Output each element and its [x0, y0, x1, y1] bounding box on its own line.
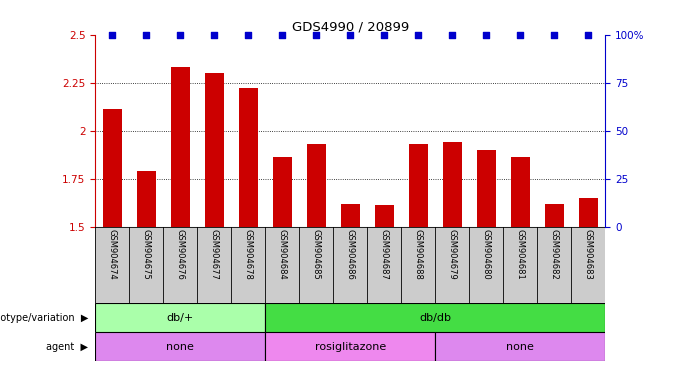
- Point: [311, 31, 322, 38]
- Text: genotype/variation  ▶: genotype/variation ▶: [0, 313, 88, 323]
- Bar: [265, 332, 435, 361]
- Text: GSM904681: GSM904681: [515, 229, 525, 280]
- Bar: [435, 332, 605, 361]
- Title: GDS4990 / 20899: GDS4990 / 20899: [292, 20, 409, 33]
- Bar: [137, 171, 156, 227]
- Text: none: none: [507, 341, 534, 352]
- Bar: [579, 198, 598, 227]
- Text: GSM904685: GSM904685: [311, 229, 321, 280]
- Bar: [239, 88, 258, 227]
- Point: [379, 31, 390, 38]
- Point: [107, 31, 118, 38]
- Bar: [273, 157, 292, 227]
- Text: GSM904678: GSM904678: [243, 229, 253, 280]
- Bar: [265, 303, 605, 332]
- Text: agent  ▶: agent ▶: [46, 341, 88, 352]
- Bar: [375, 205, 394, 227]
- Text: none: none: [167, 341, 194, 352]
- Text: GSM904674: GSM904674: [107, 229, 117, 280]
- Text: GSM904688: GSM904688: [413, 229, 423, 280]
- Point: [413, 31, 424, 38]
- Bar: [409, 144, 428, 227]
- Bar: [545, 204, 564, 227]
- Point: [583, 31, 594, 38]
- Point: [481, 31, 492, 38]
- Text: GSM904683: GSM904683: [583, 229, 593, 280]
- Point: [515, 31, 526, 38]
- Text: GSM904675: GSM904675: [141, 229, 151, 280]
- Point: [243, 31, 254, 38]
- Point: [277, 31, 288, 38]
- Bar: [95, 303, 265, 332]
- Text: GSM904677: GSM904677: [209, 229, 219, 280]
- Point: [209, 31, 220, 38]
- Bar: [171, 67, 190, 227]
- Text: GSM904687: GSM904687: [379, 229, 389, 280]
- Text: GSM904680: GSM904680: [481, 229, 491, 280]
- Bar: [205, 73, 224, 227]
- Point: [345, 31, 356, 38]
- Bar: [341, 204, 360, 227]
- Text: db/db: db/db: [419, 313, 452, 323]
- Text: GSM904676: GSM904676: [175, 229, 185, 280]
- Point: [141, 31, 152, 38]
- Bar: [477, 150, 496, 227]
- Bar: [511, 157, 530, 227]
- Text: GSM904684: GSM904684: [277, 229, 287, 280]
- Bar: [307, 144, 326, 227]
- Bar: [95, 332, 265, 361]
- Point: [447, 31, 458, 38]
- Bar: [103, 109, 122, 227]
- Text: GSM904682: GSM904682: [549, 229, 559, 280]
- Text: GSM904686: GSM904686: [345, 229, 355, 280]
- Text: GSM904679: GSM904679: [447, 229, 457, 280]
- Text: db/+: db/+: [167, 313, 194, 323]
- Point: [549, 31, 560, 38]
- Text: rosiglitazone: rosiglitazone: [315, 341, 386, 352]
- Bar: [443, 142, 462, 227]
- Point: [175, 31, 186, 38]
